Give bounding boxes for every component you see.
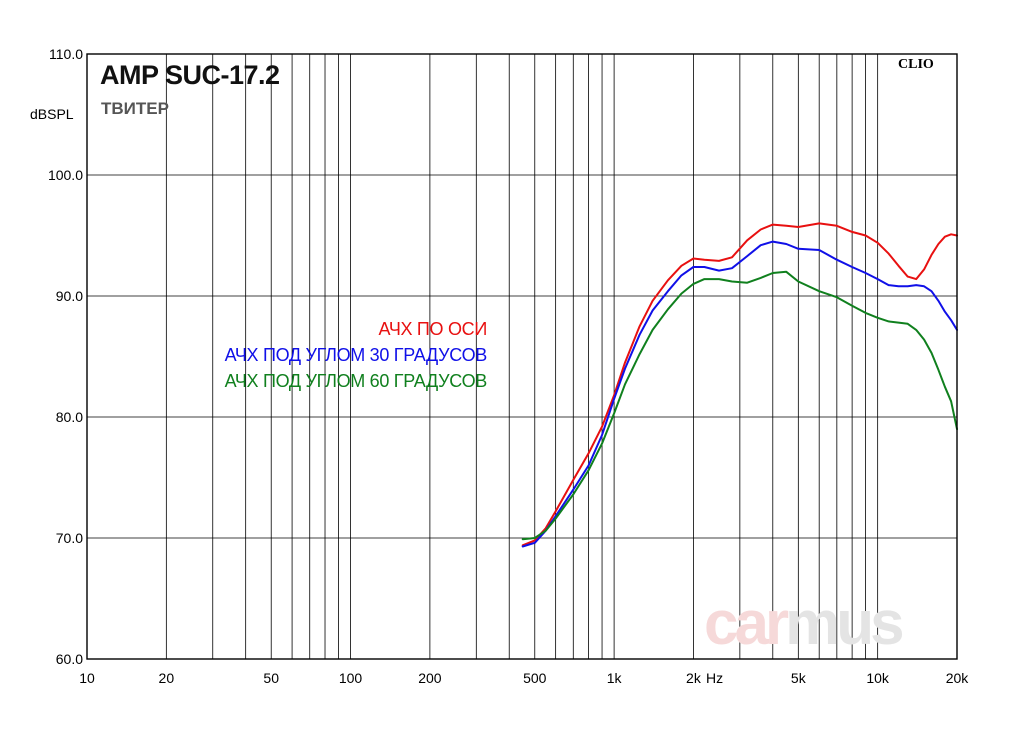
series-line-1 [521, 222, 958, 547]
x-tick-label: 20 [159, 670, 175, 686]
x-tick-label: 5k [791, 670, 807, 686]
x-tick-label: 10 [79, 670, 95, 686]
y-tick-label: 110.0 [49, 46, 83, 62]
chart-title: AMP SUC-17.2 [100, 60, 280, 90]
series-lines [521, 222, 958, 548]
x-axis-unit-label: Hz [706, 670, 723, 686]
x-tick-label: 100 [339, 670, 363, 686]
plot-frame [86, 53, 958, 660]
y-tick-label: 80.0 [56, 409, 83, 425]
legend-entry-30-degrees: АЧХ ПОД УГЛОМ 30 ГРАДУСОВ [224, 345, 488, 365]
watermark-part-1: car [704, 589, 789, 658]
x-tick-label: 50 [263, 670, 279, 686]
y-axis-label: dBSPL [30, 106, 74, 122]
x-tick-label: 200 [418, 670, 442, 686]
x-tick-label: 500 [523, 670, 547, 686]
legend-entry-60-degrees: АЧХ ПОД УГЛОМ 60 ГРАДУСОВ [224, 371, 488, 391]
x-tick-label: 2k [686, 670, 702, 686]
carmus-watermark: carmus [704, 588, 905, 659]
clio-brand-label: CLIO [898, 57, 934, 72]
legend-entry-on-axis: АЧХ ПО ОСИ [378, 319, 488, 339]
watermark-part-2: mus [785, 589, 905, 658]
series-line-2 [521, 240, 958, 548]
legend: АЧХ ПО ОСИ АЧХ ПОД УГЛОМ 30 ГРАДУСОВ АЧХ… [224, 316, 488, 394]
y-tick-label: 60.0 [56, 651, 83, 667]
x-tick-label: 10k [866, 670, 890, 686]
grid [87, 54, 957, 659]
series-line-3 [521, 270, 958, 541]
chart-subtitle: ТВИТЕР [101, 99, 169, 118]
y-tick-label: 90.0 [56, 288, 83, 304]
y-tick-label: 100.0 [48, 167, 83, 183]
tick-labels: 60.0 70.0 80.0 90.0 100.0 110.0 10 20 50 100 200 50… [48, 46, 969, 686]
y-tick-label: 70.0 [56, 530, 83, 546]
x-tick-label: 1k [607, 670, 623, 686]
x-tick-label: 20k [946, 670, 970, 686]
